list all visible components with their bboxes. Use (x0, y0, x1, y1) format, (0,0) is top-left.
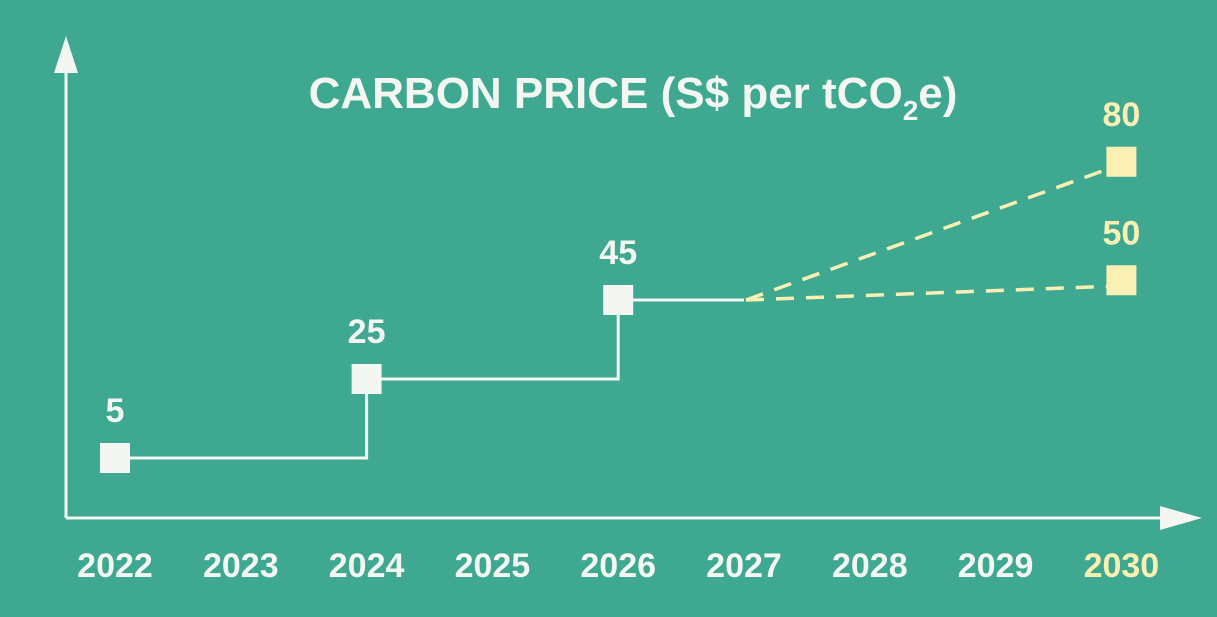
data-label-2022-5: 5 (106, 392, 125, 430)
data-label-2024-25: 25 (348, 313, 386, 351)
x-tick-label-2023: 2023 (203, 547, 279, 585)
data-marker-2024-25 (351, 364, 382, 394)
data-marker-2030-50 (1106, 265, 1137, 296)
x-tick-label-2025: 2025 (455, 547, 531, 585)
x-axis-arrow-icon (1160, 506, 1202, 530)
data-marker-2022-5 (100, 443, 130, 473)
data-label-2026-45: 45 (599, 234, 637, 272)
x-tick-label-2029: 2029 (958, 547, 1034, 585)
projection-line-50 (745, 284, 1112, 302)
chart-title-main: CARBON PRICE (S$ per tCO (309, 69, 903, 118)
chart-title-subscript: 2 (903, 95, 919, 126)
x-tick-label-2024: 2024 (329, 547, 405, 585)
x-tick-label-2027: 2027 (706, 547, 782, 585)
x-tick-label-2022: 2022 (77, 547, 153, 585)
step-line-actual (115, 298, 744, 460)
chart-title-end: e) (918, 69, 957, 118)
y-axis-arrow-icon (54, 36, 78, 73)
x-tick-label-2030: 2030 (1084, 547, 1160, 585)
x-tick-label-2026: 2026 (580, 547, 656, 585)
projection-line-80 (745, 166, 1112, 302)
data-marker-2030-80 (1106, 146, 1137, 177)
data-label-2030-50: 50 (1102, 214, 1140, 252)
x-tick-label-2028: 2028 (832, 547, 908, 585)
chart-title: CARBON PRICE (S$ per tCO2e) (309, 69, 958, 126)
data-marker-2026-45 (603, 285, 634, 315)
data-label-2030-80: 80 (1102, 96, 1140, 134)
